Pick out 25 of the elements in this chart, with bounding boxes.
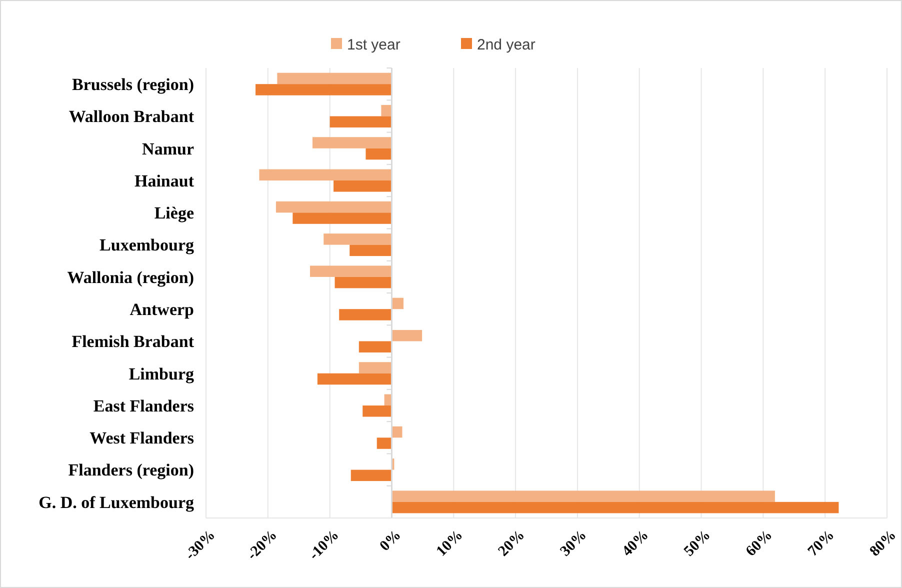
legend-label: 1st year [347, 36, 400, 54]
y-tick-label: Antwerp [130, 300, 194, 320]
x-tick-label: 50% [681, 527, 714, 560]
x-tick-label: 60% [743, 527, 776, 560]
y-tick-label: Flanders (region) [68, 460, 194, 480]
y-tick-label: Brussels (region) [72, 75, 194, 94]
y-tick-label: Wallonia (region) [67, 268, 194, 287]
y-tick-label: G. D. of Luxembourg [38, 492, 194, 512]
x-tick-label: 40% [619, 527, 652, 560]
y-tick-label: Namur [142, 139, 194, 158]
x-tick-label: 0% [377, 527, 404, 554]
y-tick-label: East Flanders [93, 396, 194, 416]
y-tick-label: Walloon Brabant [68, 107, 194, 126]
x-tick-label: 10% [434, 527, 466, 560]
x-tick-label: 30% [557, 527, 590, 560]
x-tick-label: 70% [805, 527, 838, 560]
x-tick-label: 80% [867, 527, 900, 560]
y-tick-label: Limburg [128, 364, 194, 384]
y-tick-label: Hainaut [134, 171, 194, 190]
y-tick-label: Liège [154, 204, 194, 223]
y-tick-label: Luxembourg [100, 236, 194, 255]
y-tick-label: Flemish Brabant [72, 332, 194, 352]
legend-label: 2nd year [477, 36, 536, 54]
x-tick-label: 20% [496, 527, 528, 560]
y-tick-label: West Flanders [90, 428, 194, 448]
